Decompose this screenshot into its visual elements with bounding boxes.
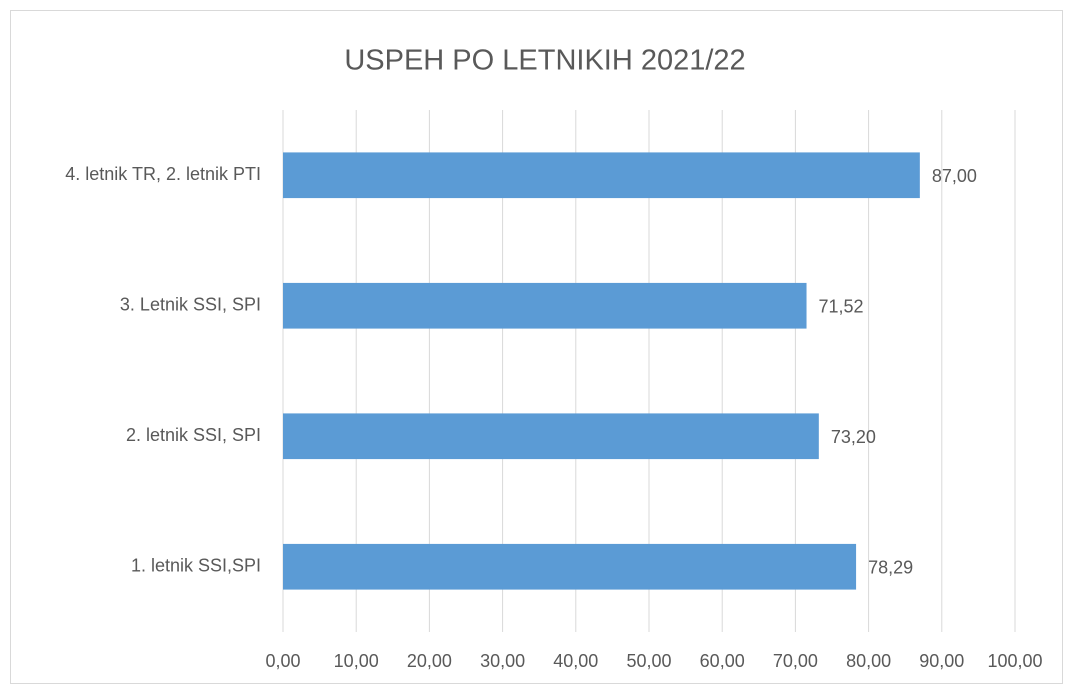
bar <box>283 152 920 199</box>
bar <box>283 543 857 590</box>
y-tick-label: 4. letnik TR, 2. letnik PTI <box>65 164 261 184</box>
chart-title: USPEH PO LETNIKIH 2021/22 <box>344 45 745 77</box>
x-tick-label: 10,00 <box>334 651 379 671</box>
x-tick-label: 40,00 <box>553 651 598 671</box>
value-label: 78,29 <box>868 558 913 578</box>
y-tick-label: 1. letnik SSI,SPI <box>131 556 261 576</box>
value-label: 71,52 <box>819 297 864 317</box>
x-tick-label: 30,00 <box>480 651 525 671</box>
x-tick-label: 80,00 <box>846 651 891 671</box>
y-tick-label: 3. Letnik SSI, SPI <box>120 295 261 315</box>
x-tick-label: 90,00 <box>919 651 964 671</box>
x-tick-label: 60,00 <box>700 651 745 671</box>
x-tick-label: 0,00 <box>265 651 300 671</box>
value-label: 87,00 <box>932 166 977 186</box>
x-tick-label: 100,00 <box>987 651 1042 671</box>
bar <box>283 413 819 460</box>
x-tick-label: 20,00 <box>407 651 452 671</box>
bar <box>283 282 807 329</box>
x-tick-label: 70,00 <box>773 651 818 671</box>
value-label: 73,20 <box>831 427 876 447</box>
y-tick-label: 2. letnik SSI, SPI <box>126 425 261 445</box>
x-tick-label: 50,00 <box>626 651 671 671</box>
